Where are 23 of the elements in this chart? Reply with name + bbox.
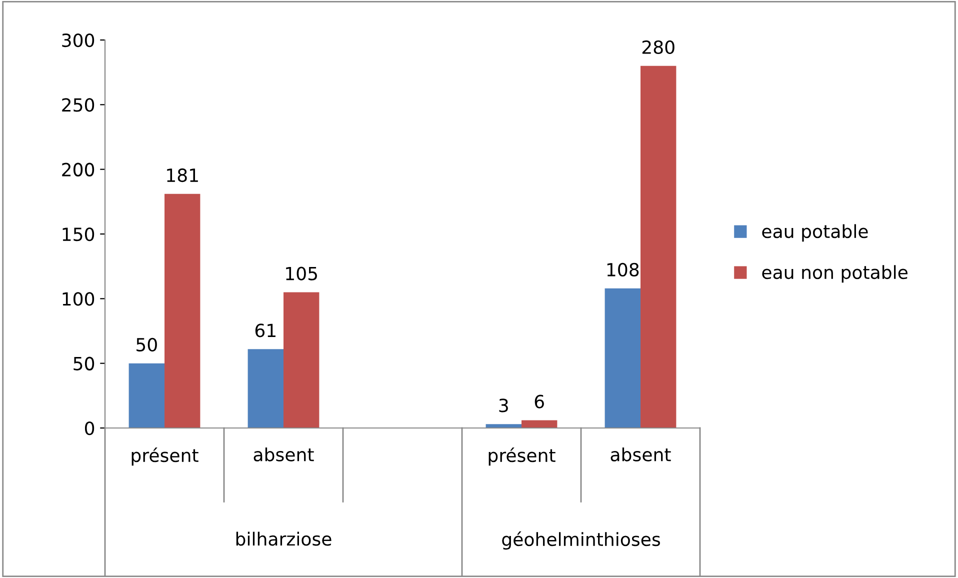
x-tick-label: absent bbox=[254, 447, 314, 462]
x-tick-label: présent bbox=[488, 447, 556, 466]
data-label: 181 bbox=[167, 168, 198, 182]
data-label: 61 bbox=[255, 324, 276, 338]
x-tick-label: présent bbox=[132, 447, 198, 466]
legend-label: eau non potable bbox=[762, 265, 908, 283]
text: géohelminthioses bbox=[502, 531, 660, 550]
data-label: 108 bbox=[607, 262, 639, 276]
data-label: 105 bbox=[286, 266, 318, 280]
y-tick-label: 300 bbox=[62, 33, 94, 48]
y-tick-label: 50 bbox=[74, 356, 94, 370]
data-label: 280 bbox=[642, 40, 674, 54]
data-label: 3 bbox=[499, 398, 508, 412]
y-tick-label: 100 bbox=[62, 292, 94, 306]
x-tick-label: absent bbox=[610, 447, 671, 462]
y-tick-label: 0 bbox=[84, 421, 94, 436]
data-label: 6 bbox=[534, 394, 544, 408]
y-tick-label: 250 bbox=[62, 98, 94, 112]
data-label: 50 bbox=[136, 338, 157, 352]
y-tick-label: 150 bbox=[62, 227, 94, 242]
text: bilharziose bbox=[236, 532, 332, 546]
y-tick-label: 200 bbox=[62, 162, 94, 176]
legend-label: eau potable bbox=[762, 224, 868, 242]
